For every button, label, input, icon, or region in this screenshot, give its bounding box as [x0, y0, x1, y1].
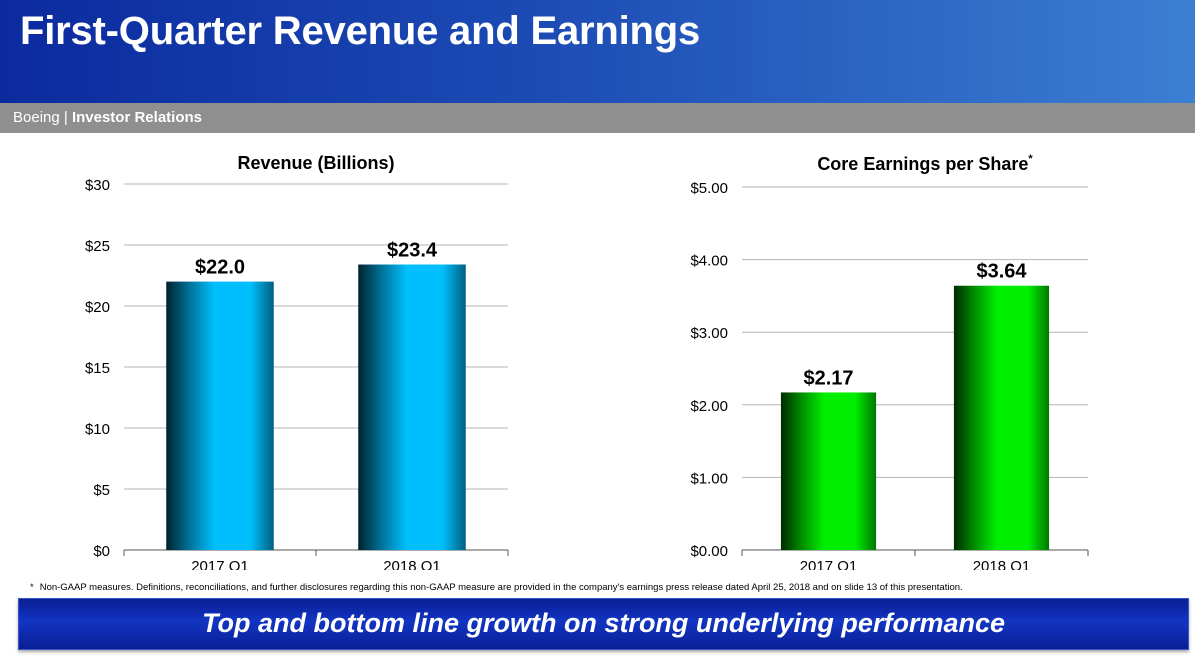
- company-name: Boeing: [13, 109, 60, 126]
- section-name: Investor Relations: [71, 109, 202, 126]
- y-tick-label: $2.00: [690, 398, 728, 415]
- eps-chart-svg: $0.00 $1.00 $2.00 $3.00 $4.00 $5.00 $2.17 2017 …: [690, 153, 1089, 575]
- y-tick-label: $10: [85, 421, 110, 438]
- data-label: $22.0: [195, 257, 245, 279]
- x-tick-label: 2017 Q1: [800, 558, 858, 570]
- y-tick-label: $30: [85, 177, 110, 194]
- data-label: $2.17: [803, 367, 853, 389]
- footnote-text: Non-GAAP measures. Definitions, reconcil…: [39, 582, 963, 593]
- banner-text: Top and bottom line growth on strong und…: [202, 608, 1005, 638]
- footnote-marker: *: [30, 582, 34, 593]
- chart-title-marker: *: [1028, 153, 1033, 165]
- data-label: $23.4: [387, 240, 438, 262]
- sub-header-bar: Boeing | Investor Relations: [0, 103, 1195, 133]
- bottom-banner: Top and bottom line growth on strong und…: [18, 598, 1189, 650]
- chart-title: Revenue (Billions): [237, 153, 394, 173]
- y-tick-label: $5.00: [690, 180, 728, 197]
- footnote: * Non-GAAP measures. Definitions, reconci…: [30, 582, 1180, 593]
- sub-header-separator: |: [59, 109, 72, 126]
- revenue-chart-svg: $0 $5 $10 $15 $20 $25 $30 $22.0 2017 Q1 $23.4 2018…: [85, 153, 509, 575]
- bar: [358, 264, 466, 550]
- sub-header-text: Boeing | Investor Relations: [13, 109, 202, 126]
- header-banner: First-Quarter Revenue and Earnings: [0, 0, 1195, 103]
- y-tick-label: $20: [85, 299, 110, 316]
- x-tick-label: 2017 Q1: [191, 558, 249, 570]
- eps-chart: $0.00 $1.00 $2.00 $3.00 $4.00 $5.00 $2.17 2017 …: [600, 140, 1160, 575]
- y-tick-label: $5: [93, 482, 110, 499]
- page-title: First-Quarter Revenue and Earnings: [20, 9, 701, 53]
- y-tick-label: $1.00: [690, 470, 728, 487]
- chart-title: Core Earnings per Share*: [817, 153, 1033, 174]
- y-tick-label: $0: [93, 543, 110, 560]
- bar: [953, 285, 1050, 550]
- x-tick-label: 2018 Q1: [383, 558, 441, 570]
- bar: [780, 392, 877, 550]
- x-tick-label: 2018 Q1: [973, 558, 1031, 570]
- y-tick-label: $3.00: [690, 325, 728, 342]
- y-tick-label: $15: [85, 360, 110, 377]
- data-label: $3.64: [976, 261, 1027, 283]
- y-tick-label: $25: [85, 238, 110, 255]
- revenue-chart: $0 $5 $10 $15 $20 $25 $30 $22.0 2017 Q1 $23.4 2018…: [0, 140, 560, 575]
- bar: [166, 281, 274, 550]
- y-tick-label: $0.00: [690, 543, 728, 560]
- y-tick-label: $4.00: [690, 253, 728, 270]
